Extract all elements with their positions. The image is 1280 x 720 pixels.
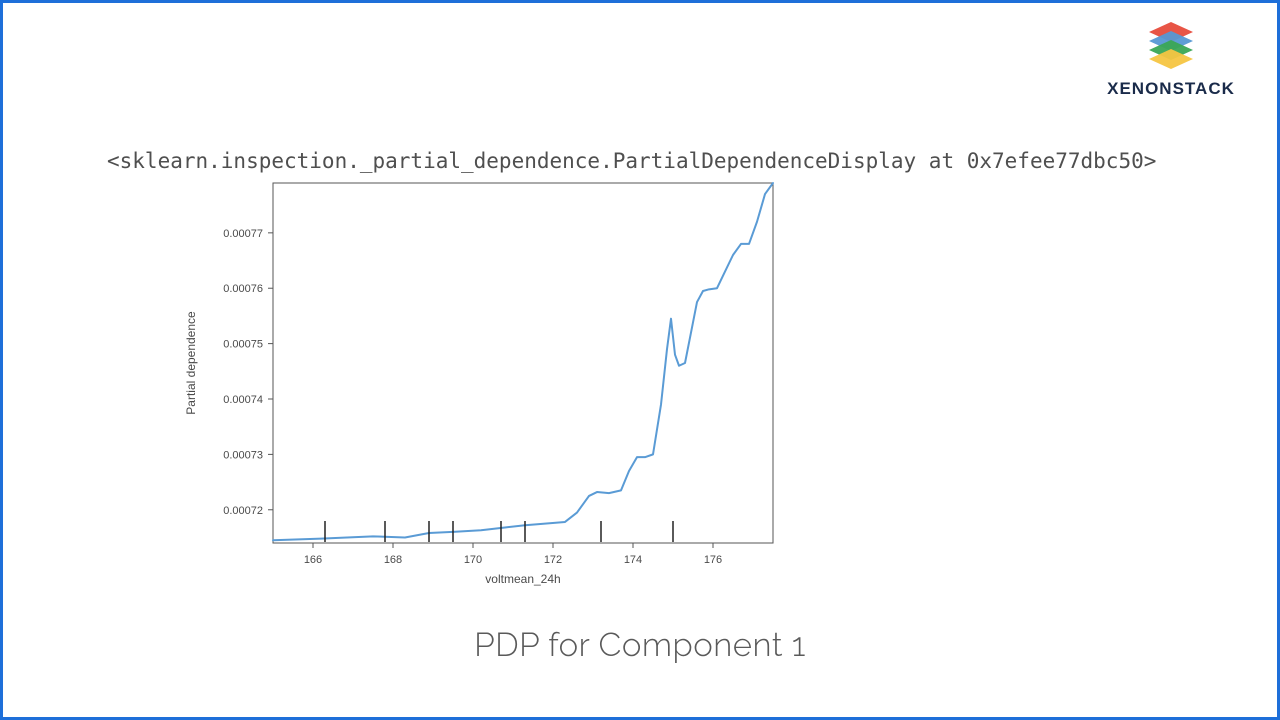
- svg-text:176: 176: [704, 554, 722, 566]
- svg-text:166: 166: [304, 554, 322, 566]
- figure-caption: PDP for Component 1: [3, 625, 1277, 664]
- svg-text:Partial dependence: Partial dependence: [184, 311, 198, 415]
- xenonstack-logo-icon: [1139, 21, 1203, 73]
- brand-logo-text: XENONSTACK: [1101, 79, 1241, 99]
- svg-text:0.00074: 0.00074: [223, 394, 263, 406]
- svg-text:174: 174: [624, 554, 642, 566]
- svg-text:172: 172: [544, 554, 562, 566]
- svg-text:0.00075: 0.00075: [223, 339, 263, 351]
- brand-logo: XENONSTACK: [1101, 21, 1241, 99]
- svg-text:168: 168: [384, 554, 402, 566]
- pdp-chart-svg: 166 168 170 172 174 176 0.00072 0.00073 0.00074 0…: [133, 173, 803, 593]
- svg-text:voltmean_24h: voltmean_24h: [485, 572, 560, 586]
- svg-text:170: 170: [464, 554, 482, 566]
- svg-text:0.00073: 0.00073: [223, 449, 263, 461]
- pdp-chart: 166 168 170 172 174 176 0.00072 0.00073 0.00074 0…: [133, 173, 803, 593]
- svg-text:0.00072: 0.00072: [223, 505, 263, 517]
- svg-text:0.00077: 0.00077: [223, 228, 263, 240]
- object-repr-output: <sklearn.inspection._partial_dependence.…: [107, 149, 1156, 173]
- svg-text:0.00076: 0.00076: [223, 283, 263, 295]
